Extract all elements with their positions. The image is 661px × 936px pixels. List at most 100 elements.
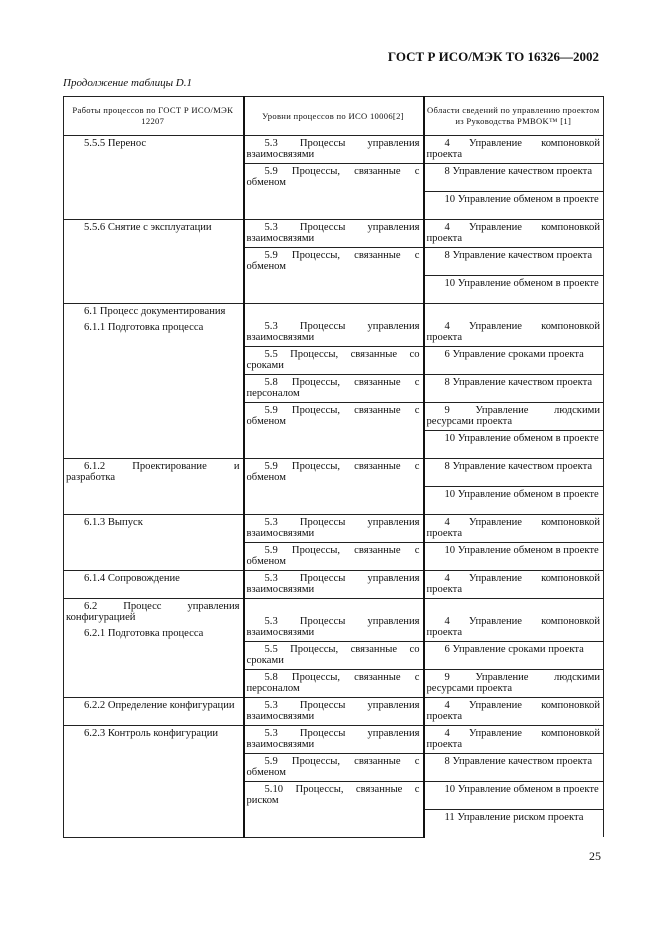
knowledge-area-cell: 10 Управление обменом в проекте	[423, 542, 604, 571]
table-row: 5.9 Процессы, связанные с обменом 8 Управ…	[64, 753, 604, 782]
table-row: 6.1 Процесс документирования 6.1.1 Подгот…	[63, 303, 604, 459]
table-row: 5.9 Процессы, связанные с обменом 8 Управ…	[64, 247, 604, 304]
knowledge-area-text: 11 Управление риском проекта	[444, 812, 584, 823]
knowledge-area-cell: 6 Управление сроками проекта	[423, 641, 604, 670]
table-row: 5.10 Процессы, связанные с риском 10 Упра…	[64, 781, 604, 838]
process-level-cell: 5.9 Процессы, связанные с обменом	[243, 542, 425, 571]
knowledge-area-cell: 10 Управление обменом в проекте	[423, 781, 604, 810]
knowledge-area-text: 9 Управление людскими ресурсами проекта	[426, 405, 601, 427]
process-level-cell: 5.9 Процессы, связанные с обменом	[243, 163, 425, 220]
table-row: 6.2.2 Определение конфигурации 5.3 Процес…	[63, 697, 604, 726]
knowledge-area-text: 4 Управление компоновкой проекта	[426, 222, 601, 244]
knowledge-area-text: 4 Управление компоновкой проекта	[426, 138, 601, 160]
process-level-text: 5.5 Процессы, связанные со сроками	[246, 644, 420, 666]
work-cell: 6.1 Процесс документирования 6.1.1 Подгот…	[63, 303, 245, 459]
knowledge-area-text: 8 Управление качеством проекта	[444, 461, 593, 472]
table-row: 6.2 Процесс управления конфигурацией 6.2.…	[63, 598, 604, 698]
table-body: 5.5.5 Перенос 5.3 Процессы управления вза…	[63, 135, 604, 838]
process-level-text: 5.3 Процессы управления взаимосвязями	[246, 321, 420, 343]
page-number: 25	[589, 849, 601, 863]
knowledge-area-text: 4 Управление компоновкой проекта	[426, 728, 601, 750]
work-cell: 5.5.5 Перенос	[63, 135, 245, 220]
knowledge-area-cell: 8 Управление качеством проекта	[423, 374, 604, 403]
process-level-cell: 5.9 Процессы, связанные с обменом	[243, 753, 425, 782]
knowledge-area-cell: 4 Управление компоновкой проекта	[423, 219, 604, 248]
knowledge-area-cell: 9 Управление людскими ресурсами проекта	[423, 669, 604, 698]
column-header-areas: Области сведений по управлению проектом …	[423, 96, 604, 136]
process-level-text: 5.9 Процессы, связанные с обменом	[246, 405, 420, 427]
work-item: 6.1.1 Подготовка процесса	[84, 322, 204, 333]
knowledge-area-text: 4 Управление компоновкой проекта	[426, 321, 601, 343]
work-cell: 6.1.4 Сопровождение	[63, 570, 245, 599]
column-header-levels: Уровни процессов по ИСО 10006[2]	[243, 96, 425, 136]
process-level-cell: 5.8 Процессы, связанные с персоналом	[243, 374, 425, 403]
knowledge-area-cell: 8 Управление качеством проекта	[423, 458, 604, 487]
work-cell: 5.5.6 Снятие с эксплуатации	[63, 219, 245, 304]
table-row: 5.5.6 Снятие с эксплуатации 5.3 Процессы …	[63, 219, 604, 304]
work-item: 6.2.2 Определение конфигурации	[84, 700, 235, 711]
process-level-cell: 5.3 Процессы управления взаимосвязями	[243, 303, 425, 347]
work-cell: 6.1.2 Проектирование и разработка	[63, 458, 245, 515]
process-level-text: 5.9 Процессы, связанные с обменом	[246, 166, 420, 188]
process-level-cell: 5.3 Процессы управления взаимосвязями	[243, 570, 425, 599]
knowledge-area-text: 8 Управление качеством проекта	[444, 756, 593, 767]
knowledge-area-cell: 11 Управление риском проекта	[423, 809, 604, 837]
knowledge-area-text: 10 Управление обменом в проекте	[444, 545, 599, 556]
work-item: 5.5.5 Перенос	[84, 138, 147, 149]
table-row: 5.9 Процессы, связанные с обменом 9 Управ…	[64, 402, 604, 459]
knowledge-area-text: 4 Управление компоновкой проекта	[426, 573, 601, 595]
knowledge-area-text: 6 Управление сроками проекта	[444, 349, 584, 360]
process-level-text: 5.9 Процессы, связанные с обменом	[246, 461, 420, 483]
work-item: 5.5.6 Снятие с эксплуатации	[84, 222, 212, 233]
knowledge-area-text: 8 Управление качеством проекта	[444, 377, 593, 388]
process-level-cell: 5.3 Процессы управления взаимосвязями	[243, 598, 425, 642]
table-row: 10 Управление обменом в проекте	[64, 191, 604, 220]
process-level-text: 5.3 Процессы управления взаимосвязями	[246, 222, 420, 244]
knowledge-area-cell: 4 Управление компоновкой проекта	[423, 598, 604, 642]
process-level-cell: 5.3 Процессы управления взаимосвязями	[243, 135, 425, 164]
process-level-text: 5.9 Процессы, связанные с обменом	[246, 756, 420, 778]
knowledge-area-text: 10 Управление обменом в проекте	[444, 194, 599, 205]
process-level-text: 5.3 Процессы управления взаимосвязями	[246, 616, 420, 638]
process-level-text: 5.9 Процессы, связанные с обменом	[246, 250, 420, 272]
work-cell: 6.1.3 Выпуск	[63, 514, 245, 571]
table-caption: Продолжение таблицы D.1	[63, 77, 192, 89]
knowledge-area-cell: 4 Управление компоновкой проекта	[423, 570, 604, 599]
work-item: 6.1.4 Сопровождение	[84, 573, 180, 584]
knowledge-area-cell: 6 Управление сроками проекта	[423, 346, 604, 375]
table-row: 10 Управление обменом в проекте	[64, 275, 604, 304]
table-row: 6.1.4 Сопровождение 5.3 Процессы управлен…	[63, 570, 604, 599]
process-level-cell: 5.8 Процессы, связанные с персоналом	[243, 669, 425, 698]
work-cell: 6.2.2 Определение конфигурации	[63, 697, 245, 726]
process-level-cell: 5.3 Процессы управления взаимосвязями	[243, 697, 425, 726]
knowledge-area-cell: 4 Управление компоновкой проекта	[423, 725, 604, 754]
process-level-text: 5.3 Процессы управления взаимосвязями	[246, 517, 420, 539]
table-row: 10 Управление обменом в проекте	[64, 430, 604, 459]
knowledge-area-text: 6 Управление сроками проекта	[444, 644, 584, 655]
table-row: 5.5 Процессы, связанные со сроками 6 Упра…	[64, 346, 604, 375]
knowledge-area-cell: 10 Управление обменом в проекте	[423, 275, 604, 304]
process-level-text: 5.3 Процессы управления взаимосвязями	[246, 573, 420, 595]
table-row: 5.9 Процессы, связанные с обменом 8 Управ…	[64, 163, 604, 220]
knowledge-area-cell: 8 Управление качеством проекта	[423, 163, 604, 192]
table-row: 5.5.5 Перенос 5.3 Процессы управления вза…	[63, 135, 604, 220]
process-level-text: 5.8 Процессы, связанные с персоналом	[246, 377, 420, 399]
work-item: 6.1.2 Проектирование и разработка	[66, 461, 240, 483]
process-level-cell: 5.5 Процессы, связанные со сроками	[243, 346, 425, 375]
work-item: 6.1 Процесс документирования	[84, 306, 226, 317]
table-row: 10 Управление обменом в проекте	[64, 486, 604, 515]
knowledge-area-text: 10 Управление обменом в проекте	[444, 489, 599, 500]
table-row: 6.1.3 Выпуск 5.3 Процессы управления взаи…	[63, 514, 604, 571]
work-item: 6.2.3 Контроль конфигурации	[84, 728, 219, 739]
knowledge-area-text: 4 Управление компоновкой проекта	[426, 517, 601, 539]
table-row: 11 Управление риском проекта	[64, 809, 604, 837]
process-level-text: 5.3 Процессы управления взаимосвязями	[246, 700, 420, 722]
knowledge-area-cell: 10 Управление обменом в проекте	[423, 191, 604, 220]
table-row: 6.2.3 Контроль конфигурации 5.3 Процессы …	[63, 725, 604, 838]
knowledge-area-text: 10 Управление обменом в проекте	[444, 278, 599, 289]
process-level-text: 5.9 Процессы, связанные с обменом	[246, 545, 420, 567]
work-item: 6.2.1 Подготовка процесса	[84, 628, 204, 639]
process-level-cell: 5.10 Процессы, связанные с риском	[243, 781, 425, 838]
knowledge-area-cell: 9 Управление людскими ресурсами проекта	[423, 402, 604, 431]
work-item: 6.2 Процесс управления конфигурацией	[66, 601, 240, 623]
